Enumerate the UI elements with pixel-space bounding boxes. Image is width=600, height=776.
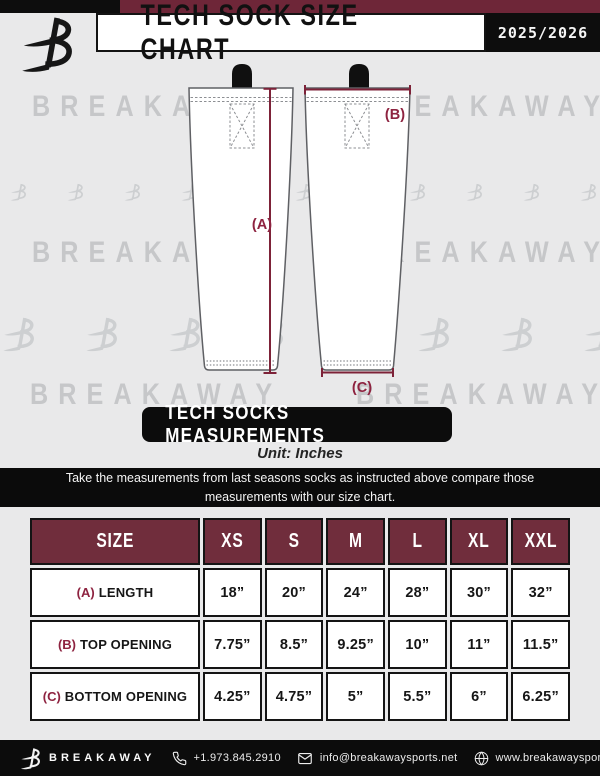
value-cell: 18” xyxy=(203,568,262,617)
phone-icon xyxy=(172,751,186,765)
size-table-header-cell: XXL xyxy=(511,518,570,565)
breakaway-logo-icon xyxy=(580,180,596,204)
value-cell: 4.25” xyxy=(203,672,262,721)
value-cell: 5” xyxy=(326,672,385,721)
measure-label-b: (B) xyxy=(385,107,405,123)
row-label-cell: (C) BOTTOM OPENING xyxy=(30,672,200,721)
breakaway-logo-icon xyxy=(67,180,83,204)
breakaway-logo-icon xyxy=(20,747,40,770)
value-cell: 4.75” xyxy=(264,672,324,721)
value-cell: 32” xyxy=(511,568,570,617)
value-cell: 7.75” xyxy=(203,620,262,669)
footer-brand-name: BREAKAWAY xyxy=(49,752,156,764)
breakaway-logo-icon xyxy=(466,180,482,204)
breakaway-logo-icon xyxy=(523,180,539,204)
page-title: TECH SOCK SIZE CHART xyxy=(140,0,359,66)
size-table-header-cell: L xyxy=(388,518,447,565)
size-table-header-cell: SIZE xyxy=(30,518,200,565)
value-cell: 24” xyxy=(326,568,385,617)
season-label: 2025/2026 xyxy=(497,23,589,42)
measurements-banner-title: TECH SOCKS MEASUREMENTS xyxy=(165,401,326,447)
measurements-banner: TECH SOCKS MEASUREMENTS xyxy=(142,402,452,447)
footer-phone-number[interactable]: +1.973.845.2910 xyxy=(193,752,281,764)
season-badge: 2025/2026 xyxy=(486,13,600,52)
footer-phone: +1.973.845.2910 xyxy=(172,751,281,766)
instruction-bar: Take the measurements from last seasons … xyxy=(0,468,600,507)
measure-lines xyxy=(263,85,411,377)
breakaway-logo-icon xyxy=(124,180,140,204)
unit-label: Unit: Inches xyxy=(257,445,343,462)
sock-tab xyxy=(349,64,369,92)
value-cell: 6” xyxy=(449,672,509,721)
sock-tab xyxy=(232,64,252,92)
left-sock xyxy=(188,87,294,371)
size-table: SIZE XS S M L XL XXL (A) LENGTH 18” 20” 2… xyxy=(30,518,570,721)
size-table-header-cell: XS xyxy=(203,518,262,565)
value-cell: 8.5” xyxy=(264,620,324,669)
footer-email-address[interactable]: info@breakawaysports.net xyxy=(319,752,458,764)
value-cell: 6.25” xyxy=(511,672,570,721)
breakaway-logo-icon xyxy=(583,314,600,354)
top-strip-maroon xyxy=(120,0,600,13)
right-sock xyxy=(304,87,411,371)
sock-measurement-diagram: (A) (B) (C) xyxy=(188,64,411,396)
breakaway-logo-icon xyxy=(85,314,117,354)
value-cell: 10” xyxy=(388,620,447,669)
mail-icon xyxy=(298,752,312,764)
stitch-lines xyxy=(190,97,409,149)
breakaway-logo-icon xyxy=(20,15,72,73)
value-cell: 9.25” xyxy=(326,620,385,669)
row-label-cell: (B) TOP OPENING xyxy=(30,620,200,669)
measure-label-c: (C) xyxy=(352,380,372,396)
value-cell: 28” xyxy=(388,568,447,617)
size-table-header-cell: M xyxy=(326,518,385,565)
breakaway-logo-icon xyxy=(500,314,532,354)
value-cell: 30” xyxy=(449,568,509,617)
top-strip-black xyxy=(0,0,120,13)
footer-bar: BREAKAWAY +1.973.845.2910 info@breakaway… xyxy=(0,740,600,776)
value-cell: 11” xyxy=(449,620,509,669)
bottom-stitch-lines xyxy=(206,360,392,366)
value-cell: 11.5” xyxy=(511,620,570,669)
footer-brand: BREAKAWAY xyxy=(20,747,156,770)
measure-label-a: (A) xyxy=(252,217,272,233)
footer-website: www.breakawaysports.net xyxy=(474,751,600,766)
value-cell: 5.5” xyxy=(388,672,447,721)
size-table-header-cell: XL xyxy=(449,518,509,565)
footer-email: info@breakawaysports.net xyxy=(297,751,458,766)
page-title-band: TECH SOCK SIZE CHART xyxy=(96,0,486,66)
breakaway-logo-icon xyxy=(2,314,34,354)
footer-website-url[interactable]: www.breakawaysports.net xyxy=(495,752,600,764)
size-table-header-cell: S xyxy=(264,518,324,565)
row-label-cell: (A) LENGTH xyxy=(30,568,200,617)
value-cell: 20” xyxy=(264,568,324,617)
watermark-text-row: BREAKAWAY BREAKAWAY BREAKAWAY xyxy=(30,378,600,411)
breakaway-logo-icon xyxy=(10,180,26,204)
globe-icon xyxy=(474,751,488,765)
instruction-text: Take the measurements from last seasons … xyxy=(65,470,535,504)
